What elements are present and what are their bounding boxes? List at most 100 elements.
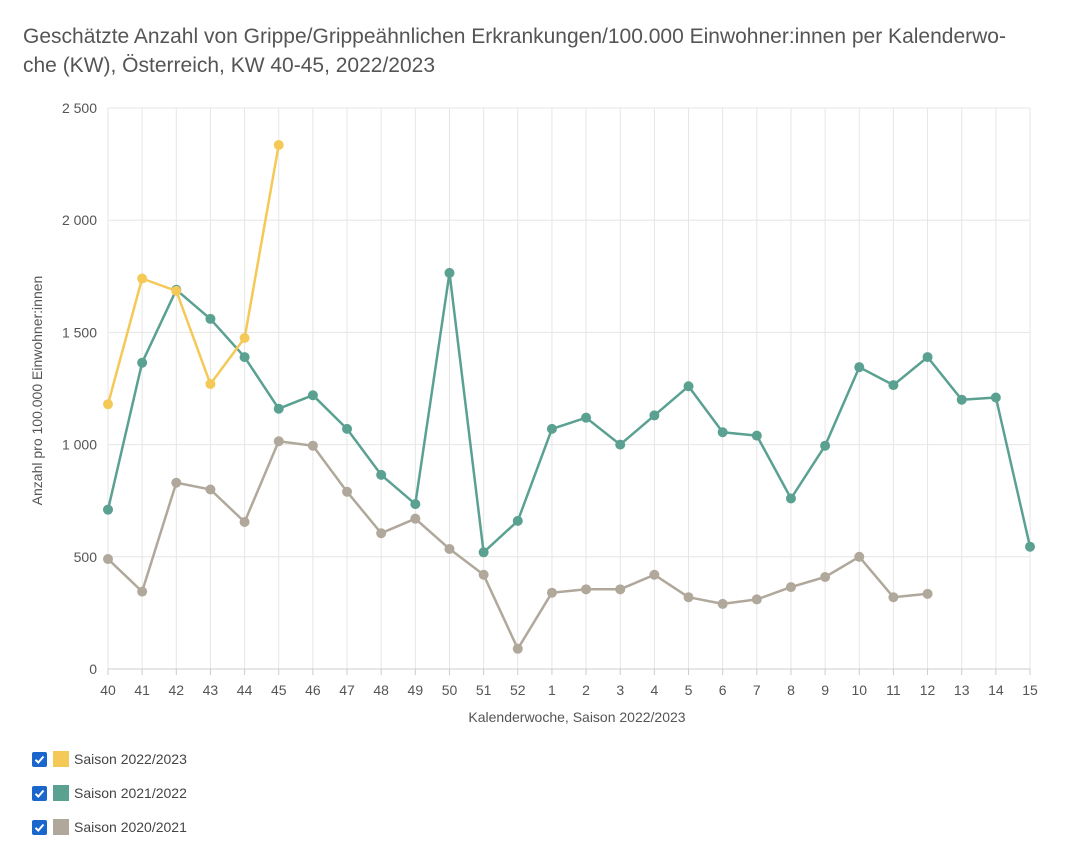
data-point-saison-2021-2022 (785, 493, 796, 504)
data-point-saison-2022-2023 (137, 273, 148, 284)
x-tick-label: 8 (787, 682, 795, 698)
legend-label: Saison 2022/2023 (74, 751, 187, 767)
data-point-saison-2022-2023 (205, 379, 216, 390)
legend-label: Saison 2021/2022 (74, 785, 187, 801)
data-point-saison-2020-2021 (820, 571, 831, 582)
data-point-saison-2020-2021 (273, 436, 284, 447)
data-point-saison-2020-2021 (410, 513, 421, 524)
x-tick-label: 5 (685, 682, 693, 698)
data-point-saison-2021-2022 (512, 515, 523, 526)
data-point-saison-2021-2022 (615, 439, 626, 450)
data-point-saison-2020-2021 (717, 598, 728, 609)
x-tick-label: 6 (719, 682, 727, 698)
x-tick-label: 45 (271, 682, 287, 698)
x-tick-label: 15 (1022, 682, 1038, 698)
x-tick-label: 1 (548, 682, 556, 698)
data-point-saison-2021-2022 (478, 547, 489, 558)
x-tick-label: 14 (988, 682, 1004, 698)
data-point-saison-2022-2023 (273, 140, 284, 151)
legend-item-saison-2020-2021[interactable]: Saison 2020/2021 (32, 816, 187, 838)
y-tick-label: 0 (89, 661, 97, 677)
x-tick-label: 50 (442, 682, 458, 698)
y-tick-label: 2 000 (62, 212, 97, 228)
data-point-saison-2020-2021 (376, 528, 387, 539)
data-point-saison-2020-2021 (854, 551, 865, 562)
checkbox-checked-icon[interactable] (32, 819, 47, 835)
y-tick-label: 500 (74, 549, 98, 565)
legend-swatch (53, 751, 69, 767)
x-tick-label: 12 (920, 682, 936, 698)
chart-title: Geschätzte Anzahl von Grippe/Grippeähnli… (23, 22, 1053, 80)
x-tick-label: 46 (305, 682, 321, 698)
data-point-saison-2021-2022 (103, 504, 113, 515)
series-line-saison-2022-2023 (106, 144, 280, 405)
data-point-saison-2021-2022 (820, 440, 831, 451)
x-tick-label: 2 (582, 682, 590, 698)
data-point-saison-2021-2022 (307, 390, 318, 401)
checkbox-checked-icon[interactable] (32, 785, 47, 801)
data-point-saison-2022-2023 (171, 285, 182, 296)
chart-title-line-2: che (KW), Österreich, KW 40-45, 2022/202… (23, 54, 436, 77)
data-point-saison-2020-2021 (888, 592, 899, 603)
data-point-saison-2021-2022 (888, 380, 899, 391)
legend-item-saison-2022-2023[interactable]: Saison 2022/2023 (32, 748, 187, 770)
data-point-saison-2020-2021 (171, 477, 182, 488)
x-tick-label: 13 (954, 682, 970, 698)
data-point-saison-2021-2022 (649, 410, 660, 421)
data-point-saison-2022-2023 (103, 399, 113, 410)
data-point-saison-2022-2023 (239, 333, 250, 344)
x-tick-label: 42 (169, 682, 185, 698)
x-tick-label: 41 (134, 682, 150, 698)
legend-label: Saison 2020/2021 (74, 819, 187, 835)
x-tick-label: 51 (476, 682, 492, 698)
x-tick-label: 3 (616, 682, 624, 698)
data-point-saison-2021-2022 (854, 362, 865, 373)
data-point-saison-2020-2021 (307, 440, 318, 451)
data-point-saison-2020-2021 (922, 588, 933, 599)
legend-swatch (53, 819, 69, 835)
x-tick-label: 9 (821, 682, 829, 698)
data-point-saison-2021-2022 (956, 394, 967, 405)
legend-item-saison-2021-2022[interactable]: Saison 2021/2022 (32, 782, 187, 804)
data-point-saison-2020-2021 (444, 543, 455, 554)
data-point-saison-2020-2021 (546, 587, 557, 598)
data-point-saison-2021-2022 (342, 423, 353, 434)
data-point-saison-2020-2021 (615, 584, 626, 595)
data-point-saison-2021-2022 (990, 392, 1001, 403)
data-point-saison-2021-2022 (1025, 541, 1035, 552)
y-axis-title: Anzahl pro 100.000 Einwohner:innen (29, 276, 45, 506)
x-tick-label: 10 (851, 682, 867, 698)
data-point-saison-2020-2021 (581, 584, 592, 595)
x-tick-label: 7 (753, 682, 761, 698)
x-tick-label: 40 (100, 682, 116, 698)
data-point-saison-2020-2021 (239, 517, 250, 528)
x-tick-label: 44 (237, 682, 253, 698)
data-point-saison-2020-2021 (785, 582, 796, 593)
x-tick-label: 11 (886, 682, 901, 698)
data-point-saison-2021-2022 (137, 357, 148, 368)
x-tick-label: 48 (373, 682, 389, 698)
data-point-saison-2020-2021 (103, 554, 113, 565)
data-point-saison-2020-2021 (512, 643, 523, 654)
y-tick-label: 2 500 (62, 100, 97, 116)
data-point-saison-2021-2022 (683, 381, 694, 392)
y-tick-label: 1 500 (62, 324, 97, 340)
x-tick-label: 47 (339, 682, 355, 698)
data-point-saison-2020-2021 (478, 569, 489, 580)
chart-title-line-1: Geschätzte Anzahl von Grippe/Grippeähnli… (23, 25, 1006, 48)
checkbox-checked-icon[interactable] (32, 751, 47, 767)
x-axis-title: Kalenderwoche, Saison 2022/2023 (468, 709, 685, 725)
data-point-saison-2020-2021 (683, 592, 694, 603)
legend-swatch (53, 785, 69, 801)
data-point-saison-2021-2022 (444, 267, 455, 278)
data-point-saison-2021-2022 (273, 403, 284, 414)
data-point-saison-2021-2022 (751, 430, 762, 441)
x-tick-label: 52 (510, 682, 526, 698)
data-point-saison-2020-2021 (751, 594, 762, 605)
data-point-saison-2021-2022 (546, 423, 557, 434)
data-point-saison-2021-2022 (581, 412, 592, 423)
x-tick-label: 43 (203, 682, 219, 698)
legend: Saison 2022/2023 Saison 2021/2022 Saison… (32, 748, 187, 850)
series-line-saison-2021-2022 (106, 271, 1032, 554)
